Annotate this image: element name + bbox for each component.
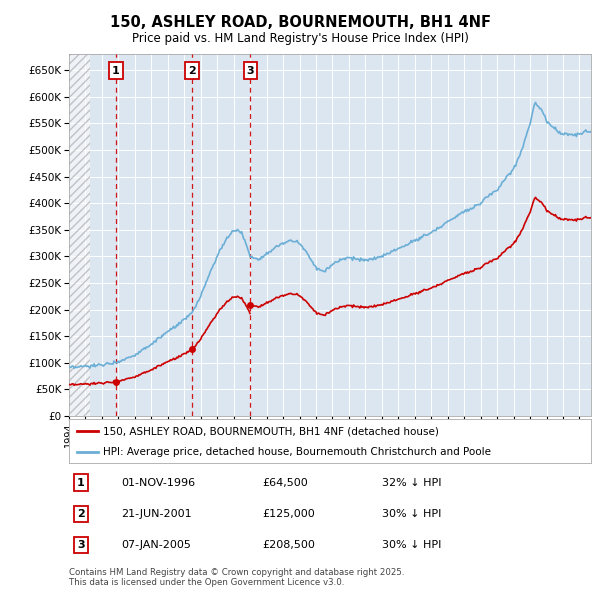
- Text: 2: 2: [188, 65, 196, 76]
- Text: 07-JAN-2005: 07-JAN-2005: [121, 540, 191, 550]
- Text: £208,500: £208,500: [262, 540, 315, 550]
- Text: 1: 1: [77, 477, 85, 487]
- Text: 30% ↓ HPI: 30% ↓ HPI: [382, 540, 442, 550]
- Text: £125,000: £125,000: [262, 509, 315, 519]
- Text: £64,500: £64,500: [262, 477, 308, 487]
- Text: 21-JUN-2001: 21-JUN-2001: [121, 509, 192, 519]
- Text: 3: 3: [77, 540, 85, 550]
- Text: 30% ↓ HPI: 30% ↓ HPI: [382, 509, 442, 519]
- Text: 01-NOV-1996: 01-NOV-1996: [121, 477, 196, 487]
- Text: Contains HM Land Registry data © Crown copyright and database right 2025.
This d: Contains HM Land Registry data © Crown c…: [69, 568, 404, 587]
- Text: HPI: Average price, detached house, Bournemouth Christchurch and Poole: HPI: Average price, detached house, Bour…: [103, 447, 491, 457]
- Text: Price paid vs. HM Land Registry's House Price Index (HPI): Price paid vs. HM Land Registry's House …: [131, 32, 469, 45]
- Bar: [69, 54, 91, 416]
- Text: 1: 1: [112, 65, 119, 76]
- Text: 32% ↓ HPI: 32% ↓ HPI: [382, 477, 442, 487]
- Text: 2: 2: [77, 509, 85, 519]
- Text: 150, ASHLEY ROAD, BOURNEMOUTH, BH1 4NF (detached house): 150, ASHLEY ROAD, BOURNEMOUTH, BH1 4NF (…: [103, 427, 439, 436]
- Text: 150, ASHLEY ROAD, BOURNEMOUTH, BH1 4NF: 150, ASHLEY ROAD, BOURNEMOUTH, BH1 4NF: [110, 15, 491, 30]
- Text: 3: 3: [247, 65, 254, 76]
